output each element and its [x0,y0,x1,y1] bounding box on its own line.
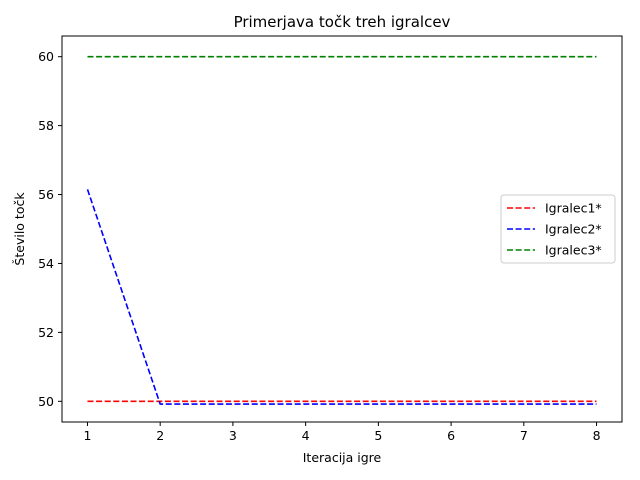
axes-frame [61,35,623,423]
x-axis-label: Iteracija igre [303,450,382,465]
chart-title: Primerjava točk treh igralcev [234,13,451,31]
y-axis: 50 52 54 56 58 60 [38,49,62,409]
series-layer [86,55,597,405]
x-tick-label: 3 [229,428,237,443]
y-tick-label: 58 [38,118,54,133]
x-tick-label: 5 [374,428,382,443]
y-tick-label: 54 [38,256,54,271]
y-tick-label: 52 [38,325,54,340]
legend: Igralec1* Igralec2* Igralec3* [500,194,616,264]
x-axis: 1 2 3 4 5 6 7 8 [83,422,601,443]
x-tick-label: 7 [520,428,528,443]
x-tick-label: 4 [302,428,310,443]
y-tick-label: 50 [38,394,54,409]
x-tick-label: 2 [156,428,164,443]
legend-label: Igralec2* [545,222,602,237]
series-line-igralec2 [86,189,597,405]
x-tick-label: 6 [447,428,455,443]
legend-box [500,194,616,264]
legend-label: Igralec3* [545,243,602,258]
y-tick-label: 60 [38,49,54,64]
legend-label: Igralec1* [545,201,602,216]
x-tick-label: 8 [593,428,601,443]
y-tick-label: 56 [38,187,54,202]
x-tick-label: 1 [83,428,91,443]
y-axis-label: Število točk [12,192,27,266]
